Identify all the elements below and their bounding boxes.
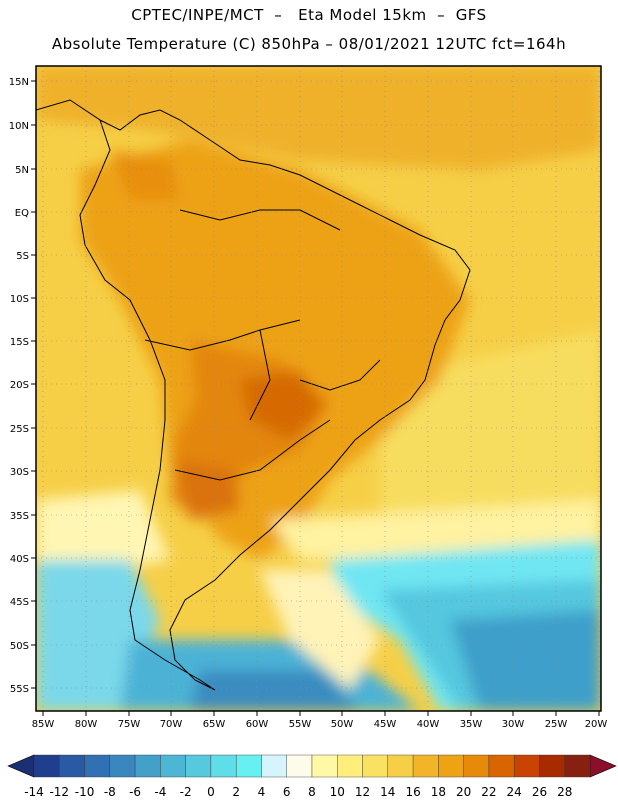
lat-label: 10N <box>9 121 29 132</box>
lon-label: 40W <box>417 719 440 730</box>
colorbar-label: 0 <box>207 785 215 799</box>
lat-label: 35S <box>10 511 29 522</box>
colorbar-cell <box>210 754 237 778</box>
lon-label: 35W <box>460 719 483 730</box>
lat-label: 55S <box>10 684 29 695</box>
colorbar-cell <box>84 754 111 778</box>
colorbar-label: 10 <box>330 785 345 799</box>
lon-label: 25W <box>545 719 568 730</box>
lat-label: 20S <box>10 380 29 391</box>
colorbar-high-arrow <box>589 754 617 778</box>
lat-label: 30S <box>10 467 29 478</box>
colorbar-cell <box>463 754 490 778</box>
map-frame <box>35 65 602 712</box>
colorbar-label: -8 <box>104 785 116 799</box>
lon-label: 45W <box>374 719 397 730</box>
lat-label: EQ <box>15 208 29 219</box>
colorbar-label: -6 <box>129 785 141 799</box>
colorbar-cell <box>488 754 515 778</box>
lat-label: 50S <box>10 641 29 652</box>
lon-label: 70W <box>160 719 183 730</box>
lon-label: 30W <box>502 719 525 730</box>
colorbar-cell <box>185 754 212 778</box>
colorbar-cell <box>286 754 313 778</box>
colorbar-label: -14 <box>24 785 44 799</box>
colorbar-cell <box>134 754 161 778</box>
colorbar-label: 16 <box>405 785 420 799</box>
lon-label: 55W <box>289 719 312 730</box>
colorbar-low-arrow <box>7 754 35 778</box>
colorbar-cell <box>311 754 338 778</box>
colorbar-label: 6 <box>283 785 291 799</box>
colorbar-label: 12 <box>355 785 370 799</box>
lon-label: 75W <box>118 719 141 730</box>
colorbar-label: 24 <box>507 785 522 799</box>
colorbar-cell <box>33 754 60 778</box>
colorbar-cell <box>160 754 186 778</box>
colorbar-cell <box>59 754 85 778</box>
lon-label: 50W <box>331 719 354 730</box>
colorbar-cell <box>438 754 464 778</box>
colorbar-cell <box>362 754 389 778</box>
colorbar-cell <box>412 754 439 778</box>
colorbar: -14 -12 -10 -8 -6 -4 -2 0 2 4 6 8 10 12 14 16 18 20 22 24 26… <box>7 754 617 799</box>
colorbar-cell <box>337 754 363 778</box>
temperature-field <box>36 66 601 711</box>
lat-label: 5N <box>15 165 29 176</box>
title-line-2: Absolute Temperature (C) 850hPa – 08/01/… <box>51 35 567 53</box>
colorbar-cell <box>261 754 287 778</box>
colorbar-label: 4 <box>258 785 266 799</box>
lon-label: 80W <box>75 719 98 730</box>
ticks <box>31 80 600 716</box>
lon-label: 85W <box>32 719 55 730</box>
graticule <box>36 66 601 711</box>
lat-label: 5S <box>16 251 29 262</box>
colorbar-label: -10 <box>75 785 95 799</box>
lat-label: 40S <box>10 554 29 565</box>
lat-label: 15S <box>10 337 29 348</box>
colorbar-label: 28 <box>557 785 572 799</box>
colorbar-label: -2 <box>180 785 192 799</box>
colorbar-label: 14 <box>380 785 395 799</box>
lat-label: 45S <box>10 597 29 608</box>
lon-label: 65W <box>203 719 226 730</box>
colorbar-cell <box>109 754 136 778</box>
colorbar-label: 26 <box>532 785 547 799</box>
colorbar-cell <box>235 754 262 778</box>
colorbar-cell <box>513 754 540 778</box>
coastlines <box>36 99 471 691</box>
colorbar-label: 18 <box>431 785 446 799</box>
colorbar-label: 22 <box>481 785 496 799</box>
colorbar-label: 8 <box>308 785 316 799</box>
title-line-1: CPTEC/INPE/MCT – Eta Model 15km – GFS <box>131 6 487 24</box>
lon-label: 20W <box>585 719 608 730</box>
colorbar-label: 20 <box>456 785 471 799</box>
lat-label: 25S <box>10 424 29 435</box>
lat-label: 15N <box>9 77 29 88</box>
colorbar-label: -12 <box>49 785 69 799</box>
lat-label: 10S <box>10 294 29 305</box>
colorbar-cell <box>539 754 565 778</box>
lon-label: 60W <box>246 719 269 730</box>
colorbar-cell <box>564 754 591 778</box>
colorbar-cell <box>387 754 414 778</box>
colorbar-label: -4 <box>154 785 166 799</box>
colorbar-label: 2 <box>232 785 240 799</box>
